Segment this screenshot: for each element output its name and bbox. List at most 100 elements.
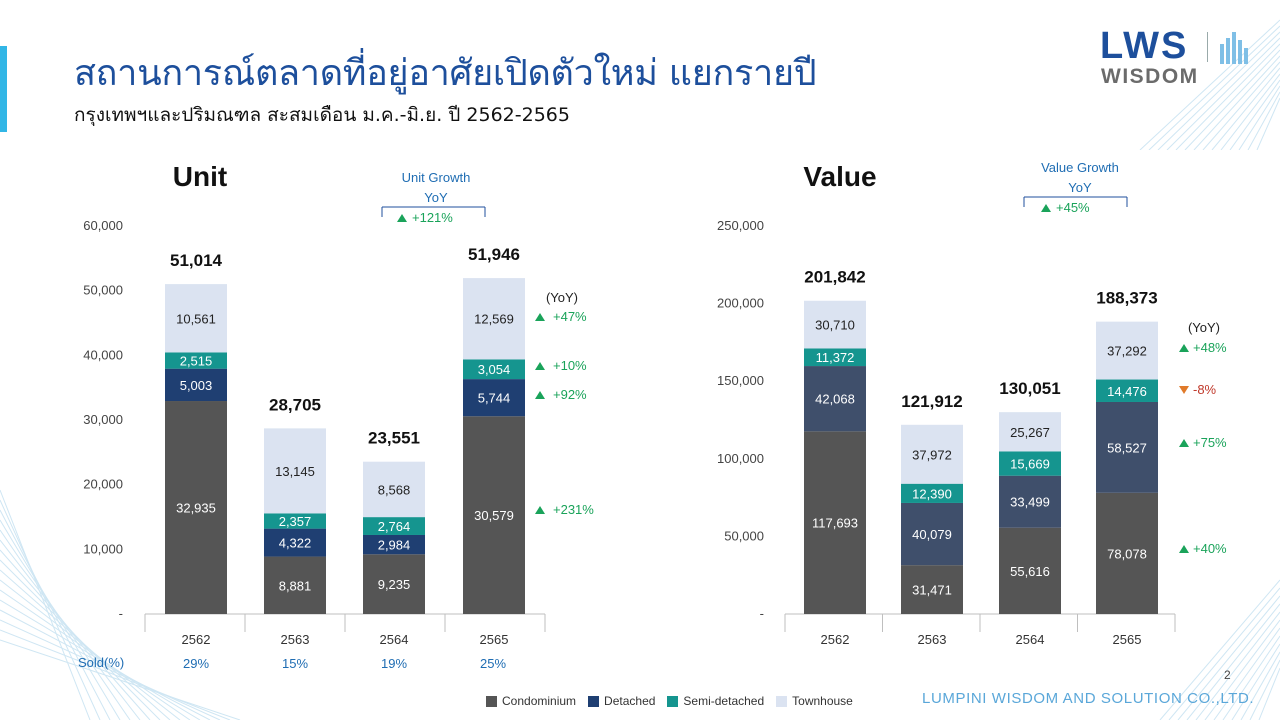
decorative-lines-bottom-left xyxy=(0,489,241,720)
growth-title: Value Growth xyxy=(1041,160,1119,175)
bar-total-label: 51,946 xyxy=(468,245,520,264)
bar-segment-label: 8,568 xyxy=(378,482,411,497)
bar-segment-detached xyxy=(804,366,866,432)
bar-segment-semi-detached xyxy=(165,352,227,369)
chart-title: Unit xyxy=(173,161,227,192)
legend-item-semi-detached: Semi-detached xyxy=(667,694,764,708)
bar-segment-townhouse xyxy=(1096,321,1158,380)
bar-segment-semi-detached xyxy=(804,348,866,367)
growth-subtitle: YoY xyxy=(424,190,448,205)
y-tick-label: - xyxy=(119,606,123,621)
x-tick-label: 2562 xyxy=(182,632,211,647)
bar-segment-semi-detached xyxy=(1096,379,1158,402)
x-tick-label: 2563 xyxy=(918,632,947,647)
x-tick-label: 2565 xyxy=(480,632,509,647)
bar-segment-condominium xyxy=(999,527,1061,614)
yoy-value: +231% xyxy=(553,502,594,517)
yoy-value: +75% xyxy=(1193,435,1227,450)
bar-segment-label: 5,744 xyxy=(478,391,511,406)
legend-label: Condominium xyxy=(502,694,577,708)
bar-segment-label: 2,515 xyxy=(180,354,213,369)
triangle-up-icon xyxy=(1179,545,1189,553)
yoy-header: (YoY) xyxy=(1188,320,1220,335)
triangle-up-icon xyxy=(535,506,545,514)
x-tick-label: 2565 xyxy=(1113,632,1142,647)
yoy-value: -8% xyxy=(1193,382,1217,397)
bar-segment-label: 78,078 xyxy=(1107,546,1147,561)
logo-divider xyxy=(1207,32,1208,62)
bar-segment-condominium xyxy=(165,401,227,614)
bar-total-label: 23,551 xyxy=(368,429,420,448)
legend-swatch xyxy=(667,695,679,707)
bar-total-label: 28,705 xyxy=(269,395,321,414)
x-tick-label: 2564 xyxy=(1016,632,1045,647)
triangle-down-icon xyxy=(1179,386,1189,394)
y-tick-label: 250,000 xyxy=(717,218,764,233)
bar-segment-label: 37,972 xyxy=(912,447,952,462)
bar-segment-label: 37,292 xyxy=(1107,344,1147,359)
bar-segment-detached xyxy=(999,475,1061,528)
growth-subtitle: YoY xyxy=(1068,180,1092,195)
bar-segment-label: 13,145 xyxy=(275,464,315,479)
bar-segment-semi-detached xyxy=(999,451,1061,476)
growth-value: +121% xyxy=(412,210,453,225)
bar-segment-townhouse xyxy=(463,278,525,360)
legend-swatch xyxy=(486,695,497,707)
x-tick-label: 2564 xyxy=(380,632,409,647)
bar-segment-label: 33,499 xyxy=(1010,495,1050,510)
bar-segment-semi-detached xyxy=(463,359,525,380)
sold-value-2562: 29% xyxy=(182,656,210,671)
bar-segment-detached xyxy=(463,379,525,417)
bar-segment-semi-detached xyxy=(363,517,425,535)
bar-segment-label: 12,569 xyxy=(474,312,514,327)
chart-plot: Value - 50,000 100,000 150,000 200,000 250,000… xyxy=(717,160,1227,647)
building-icon xyxy=(1220,32,1248,64)
bar-segment-condominium xyxy=(463,416,525,614)
bar-segment-townhouse xyxy=(804,300,866,349)
x-tick-label: 2562 xyxy=(821,632,850,647)
yoy-value: +40% xyxy=(1193,541,1227,556)
sold-value-2564: 19% xyxy=(380,656,408,671)
bar-segment-label: 4,322 xyxy=(279,536,312,551)
bar-segment-label: 32,935 xyxy=(176,501,216,516)
bar-segment-detached xyxy=(901,502,963,566)
bar-segment-townhouse xyxy=(363,461,425,518)
bar-segment-condominium xyxy=(1096,492,1158,614)
legend-label: Townhouse xyxy=(792,694,853,708)
bar-segment-label: 3,054 xyxy=(478,362,511,377)
decorative-lines-top-right xyxy=(1139,19,1280,150)
chart-plot: Unit - 10,000 20,000 30,000 40,000 50,000 60,00… xyxy=(83,161,594,647)
y-tick-label: 10,000 xyxy=(83,541,123,556)
y-tick-label: 150,000 xyxy=(717,373,764,388)
triangle-up-icon xyxy=(1041,204,1051,212)
bar-segment-detached xyxy=(1096,401,1158,493)
bar-segment-label: 2,764 xyxy=(378,519,411,534)
legend-swatch xyxy=(776,695,788,707)
bar-segment-label: 2,984 xyxy=(378,538,411,553)
triangle-up-icon xyxy=(535,313,545,321)
bar-segment-detached xyxy=(363,534,425,555)
company-name: LUMPINI WISDOM AND SOLUTION CO.,LTD. xyxy=(922,690,1255,707)
triangle-up-icon xyxy=(535,362,545,370)
bar-segment-label: 25,267 xyxy=(1010,425,1050,440)
logo-lws: LWS xyxy=(1100,25,1189,67)
x-tick-label: 2563 xyxy=(281,632,310,647)
y-tick-label: 50,000 xyxy=(83,283,123,298)
bar-segment-townhouse xyxy=(901,424,963,484)
y-tick-label: 100,000 xyxy=(717,451,764,466)
bar-segment-label: 2,357 xyxy=(279,514,312,529)
value-chart: Value - 50,000 100,000 150,000 200,000 250,000… xyxy=(717,160,1227,647)
y-tick-label: 200,000 xyxy=(717,296,764,311)
bar-segment-label: 30,579 xyxy=(474,508,514,523)
bar-segment-condominium xyxy=(264,556,326,614)
yoy-value: +92% xyxy=(553,387,587,402)
bar-segment-label: 117,693 xyxy=(812,516,858,531)
bar-segment-label: 14,476 xyxy=(1107,384,1147,399)
sold-value-2565: 25% xyxy=(479,656,507,671)
bar-total-label: 51,014 xyxy=(170,251,223,270)
unit-chart: Unit - 10,000 20,000 30,000 40,000 50,000 60,00… xyxy=(83,161,594,647)
yoy-value: +10% xyxy=(553,358,587,373)
bar-segment-condominium xyxy=(901,565,963,614)
y-tick-label: 30,000 xyxy=(83,412,123,427)
bar-segment-semi-detached xyxy=(264,513,326,529)
